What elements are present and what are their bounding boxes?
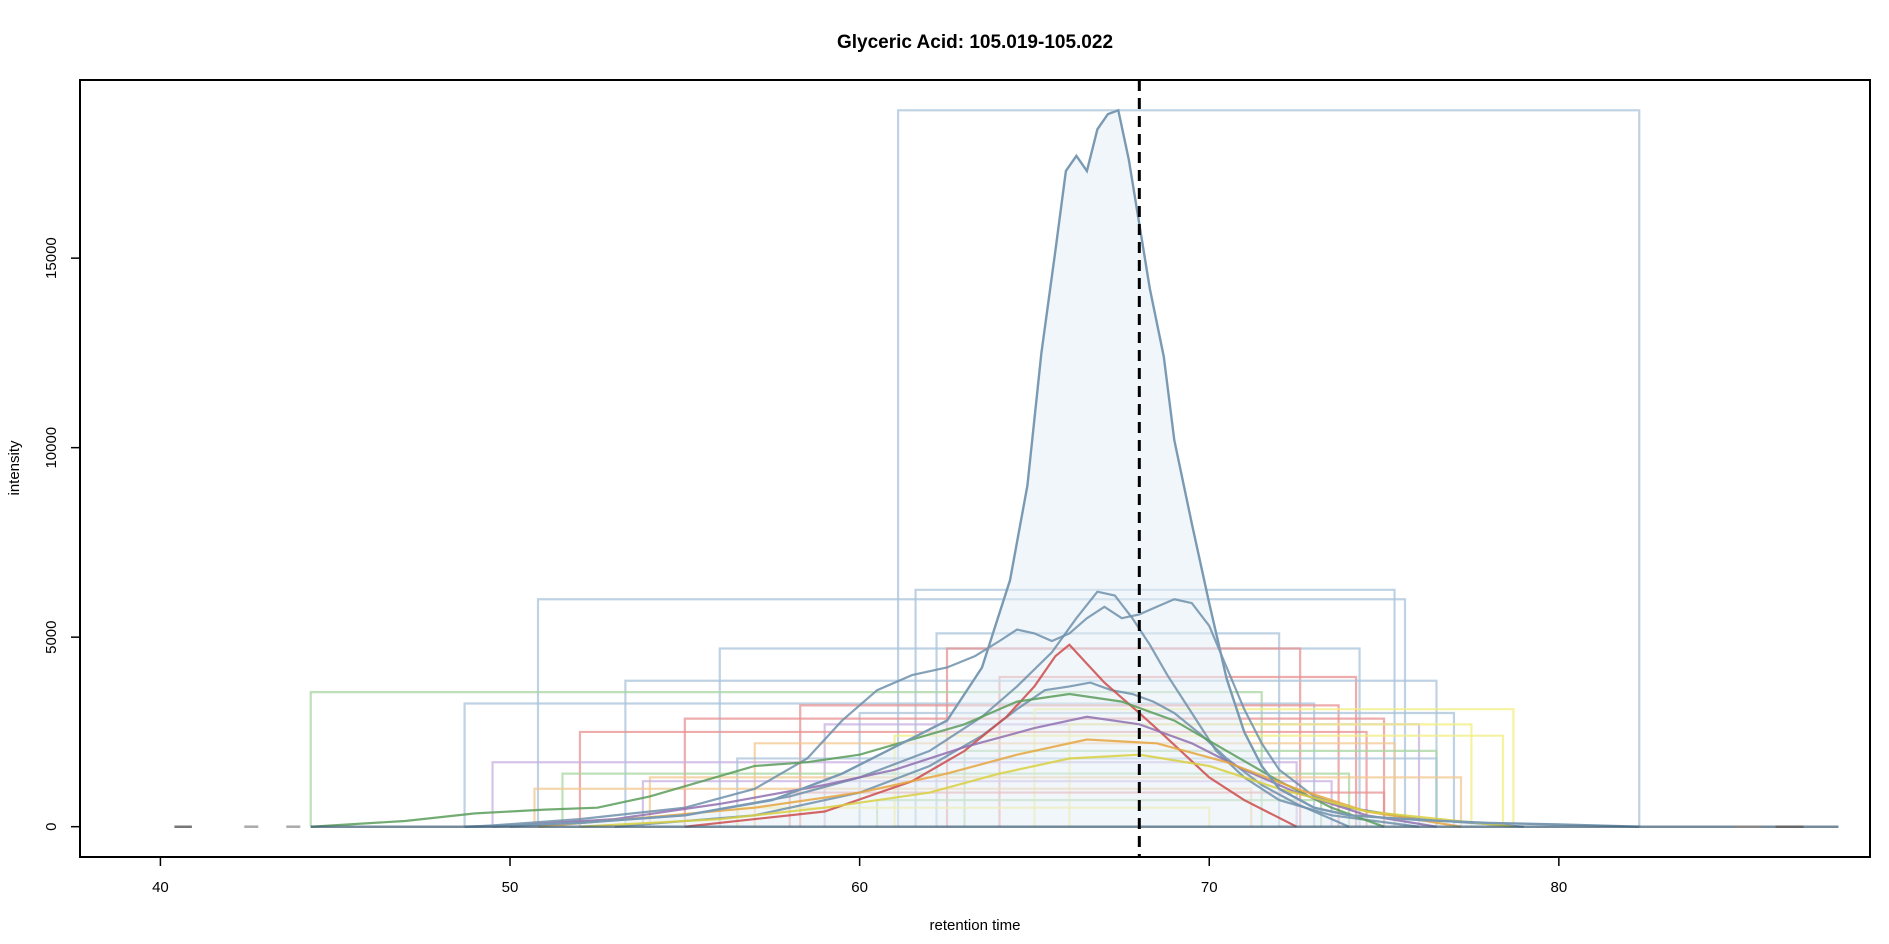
- x-tick-label: 60: [851, 879, 868, 896]
- y-axis-label: intensity: [6, 440, 23, 496]
- peak-trace-7: [579, 753, 1514, 828]
- x-tick-label: 70: [1201, 879, 1218, 896]
- y-tick-label: 0: [43, 823, 60, 831]
- x-axis-label: retention time: [930, 917, 1021, 934]
- peak-trace-1: [509, 590, 1420, 828]
- peak-traces: [310, 108, 1839, 828]
- x-tick-label: 40: [152, 879, 169, 896]
- peak-box-9: [463, 702, 1316, 827]
- peak-trace-0: [475, 598, 1524, 828]
- x-axis: 40 50 60 70 80: [152, 856, 1568, 896]
- y-tick-label: 10000: [43, 427, 60, 469]
- x-tick-label: 50: [502, 879, 519, 896]
- chart-title: Glyceric Acid: 105.019-105.022: [837, 32, 1113, 53]
- y-tick-label: 15000: [43, 237, 60, 279]
- peak-trace-5: [492, 715, 1437, 828]
- plot-area: [79, 79, 1871, 858]
- main-peak-area: [464, 110, 1640, 827]
- peak-trace-6: [537, 738, 1462, 828]
- main-peak-fill: [464, 110, 1640, 827]
- y-axis: 0 5000 10000 15000: [43, 237, 81, 831]
- peak-box-0: [896, 109, 1641, 827]
- main-peak-trace: [464, 108, 1640, 828]
- x-tick-label: 80: [1551, 879, 1568, 896]
- y-tick-label: 5000: [43, 621, 60, 654]
- peak-trace-4: [310, 692, 1385, 828]
